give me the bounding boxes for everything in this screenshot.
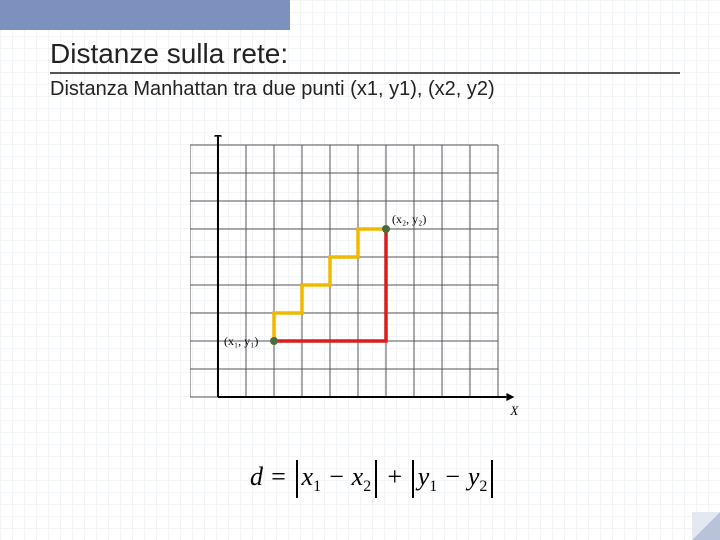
manhattan-diagram: YX(x₁, y₁)(x₂, y₂) bbox=[190, 135, 530, 445]
formula-lhs: d bbox=[250, 462, 263, 491]
page-corner-fold bbox=[692, 512, 720, 540]
formula-equals: = bbox=[270, 462, 294, 491]
svg-text:X: X bbox=[509, 403, 519, 418]
svg-text:(x₂, y₂): (x₂, y₂) bbox=[392, 212, 426, 226]
content-region: Distanze sulla rete: Distanza Manhattan … bbox=[50, 38, 680, 101]
page-title: Distanze sulla rete: bbox=[50, 38, 680, 74]
slide-top-accent bbox=[0, 0, 290, 30]
formula-plus: + bbox=[386, 462, 410, 491]
svg-text:(x₁, y₁): (x₁, y₁) bbox=[224, 334, 258, 348]
diagram-svg: YX(x₁, y₁)(x₂, y₂) bbox=[190, 135, 530, 445]
formula-abs-1: x1 − x2 bbox=[296, 460, 378, 498]
formula-abs-2: y1 − y2 bbox=[412, 460, 494, 498]
distance-formula: d = x1 − x2 + y1 − y2 bbox=[250, 460, 495, 498]
page-subtitle: Distanza Manhattan tra due punti (x1, y1… bbox=[50, 78, 680, 101]
